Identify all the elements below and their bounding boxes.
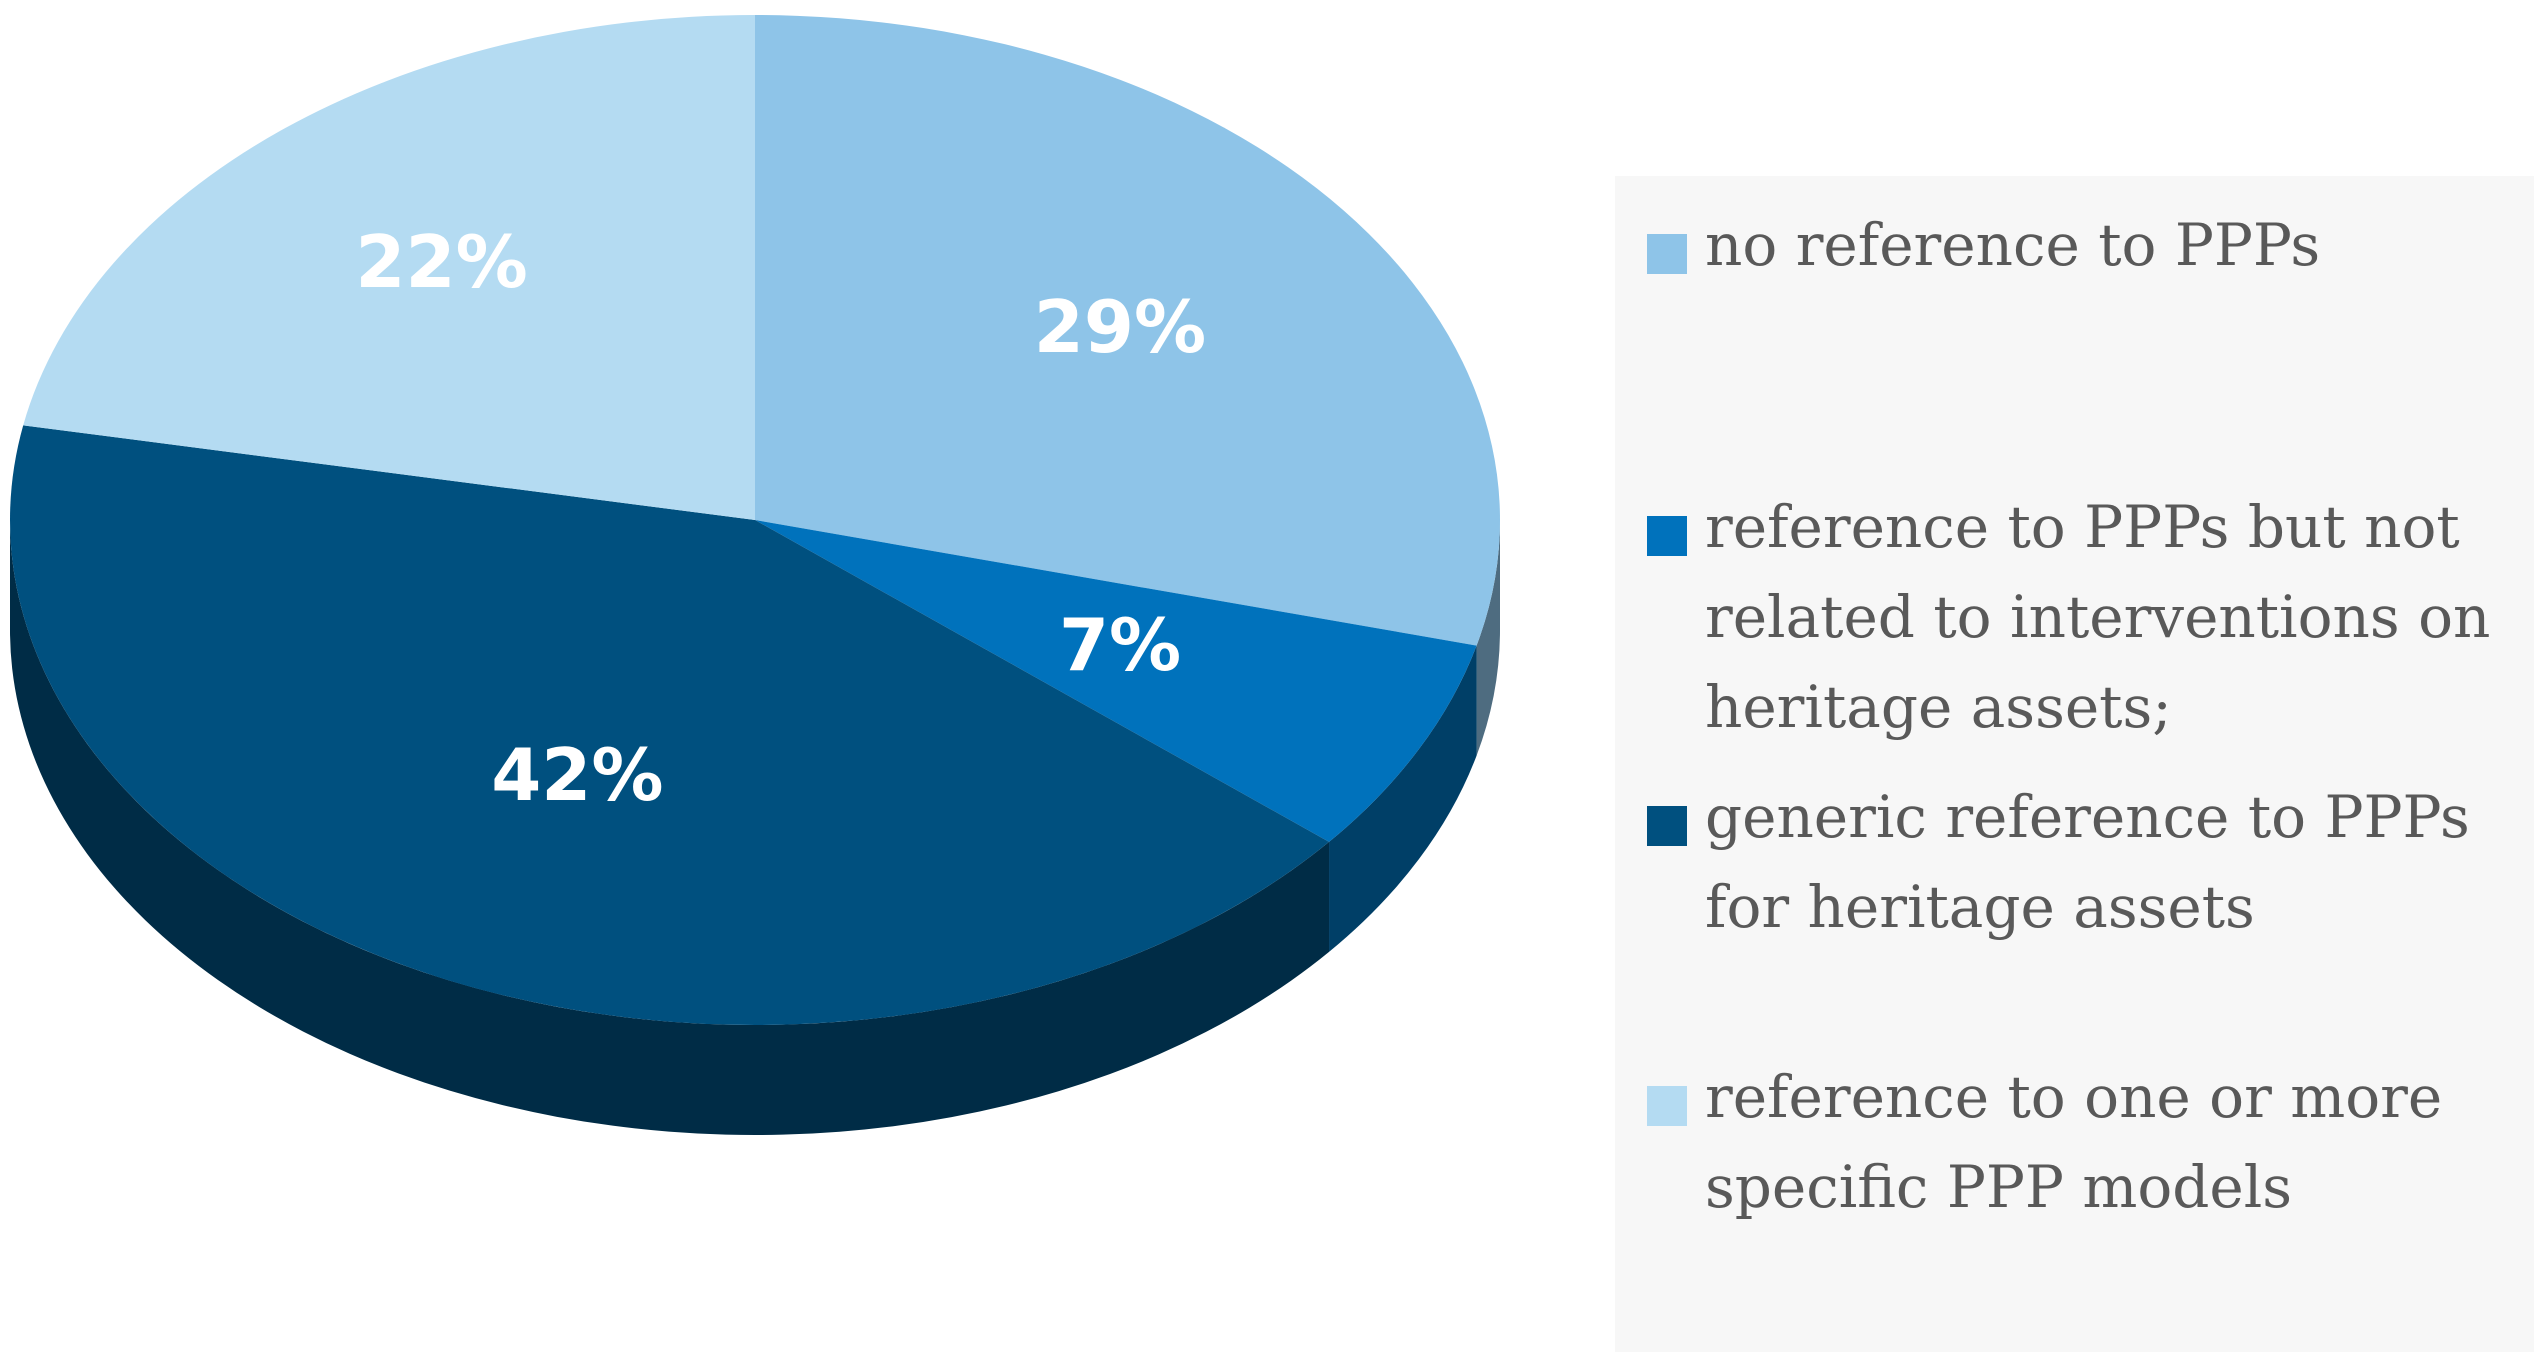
pie-side-wall: [1329, 645, 1477, 952]
legend: no reference to PPPs reference to PPPs b…: [1615, 176, 2534, 1352]
pie-labels: 29% 7% 42% 22%: [355, 220, 1206, 817]
legend-swatch: [1647, 1086, 1687, 1126]
legend-swatch: [1647, 806, 1687, 846]
pie-slice: [755, 520, 1477, 842]
pie-sides: [10, 520, 1500, 1135]
pie-top: [9, 15, 1500, 1026]
legend-label: generic reference to PPPs for heritage a…: [1705, 783, 2470, 941]
pie-slice: [23, 15, 756, 520]
legend-swatch: [1647, 234, 1687, 274]
legend-label: reference to one or more specific PPP mo…: [1705, 1063, 2443, 1221]
pie-slice: [755, 15, 1500, 646]
slice-value-label: 42%: [491, 733, 663, 817]
legend-swatch: [1647, 516, 1687, 556]
slice-value-label: 22%: [355, 220, 527, 304]
legend-label: no reference to PPPs: [1705, 211, 2321, 279]
slice-value-label: 7%: [1059, 603, 1181, 687]
pie-side-wall: [10, 520, 1330, 1135]
slice-value-label: 29%: [1034, 285, 1206, 369]
legend-label: reference to PPPs but not related to int…: [1705, 493, 2491, 741]
pie-side-wall: [1476, 520, 1500, 756]
pie-chart: 29% 7% 42% 22%: [9, 15, 1500, 1135]
pie-slice: [9, 425, 1330, 1026]
